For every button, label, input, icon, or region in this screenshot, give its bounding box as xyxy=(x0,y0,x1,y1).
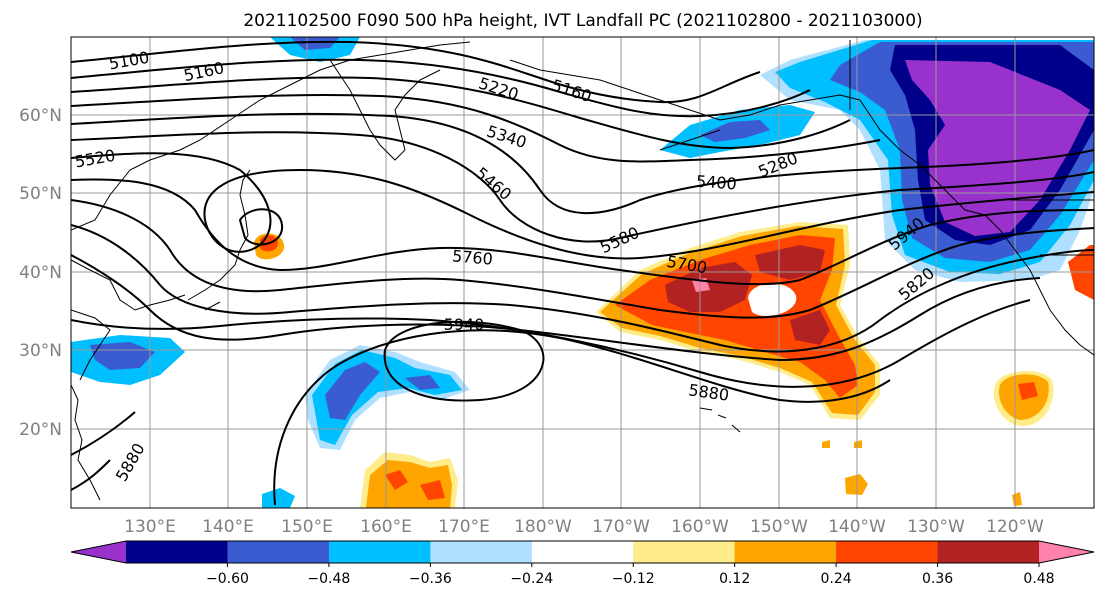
pos-ivt-south-160e-core xyxy=(385,470,445,500)
colorbar-box xyxy=(227,541,330,563)
neg-ivt-north-core xyxy=(290,37,340,50)
coastlines xyxy=(71,40,1094,501)
hawaii-islands xyxy=(699,407,741,433)
colorbar-tick-label: 0.12 xyxy=(719,571,750,587)
colorbar-tick-label: 0.48 xyxy=(1023,571,1054,587)
colorbar-tick-label: −0.36 xyxy=(409,571,452,587)
lat-label-50n: 50°N xyxy=(19,184,62,204)
lat-label-30n: 30°N xyxy=(19,341,62,361)
neg-ivt-okinawa-core xyxy=(90,342,155,370)
colorbar-box xyxy=(328,541,431,563)
colorbar-box xyxy=(531,541,634,563)
kamchatka-coast xyxy=(329,59,441,161)
colorbar-tick-label: −0.48 xyxy=(307,571,350,587)
latitude-labels: 60°N 50°N 40°N 30°N 20°N xyxy=(19,106,62,440)
korea-china-coast xyxy=(71,259,186,381)
map-title: 2021102500 F090 500 hPa height, IVT Land… xyxy=(243,11,922,31)
neg-ivt-small-south xyxy=(262,488,295,508)
lon-label-160w: 160°W xyxy=(671,517,729,537)
map-panel: 5100 5160 5220 5160 5340 5520 5460 5400 … xyxy=(70,36,1095,509)
lat-label-20n: 20°N xyxy=(19,420,62,440)
colorbar-extend-low xyxy=(71,541,126,563)
colorbar-extend-high xyxy=(1039,541,1094,563)
map-frame xyxy=(70,36,1095,509)
lon-label-180w: 180°W xyxy=(514,517,572,537)
colorbar-box xyxy=(126,541,228,563)
lon-label-170w: 170°W xyxy=(592,517,650,537)
colorbar-tick-label: −0.24 xyxy=(510,571,553,587)
colorbar-box xyxy=(937,541,1040,563)
alaska-coast xyxy=(509,59,861,151)
neg-ivt-subtropical-core xyxy=(325,362,440,420)
colorbar-box xyxy=(633,541,736,563)
colorbar-tick-label: 0.36 xyxy=(922,571,953,587)
height-contours xyxy=(71,40,1094,506)
pos-ivt-southeast-core xyxy=(1018,382,1038,400)
na-west-coast xyxy=(859,99,1094,356)
colorbar-box xyxy=(836,541,939,563)
lon-label-140w: 140°W xyxy=(828,517,886,537)
longitude-labels: 130°E 140°E 150°E 160°E 170°E 180°W 170°… xyxy=(124,517,1044,537)
lon-label-120w: 120°W xyxy=(986,517,1044,537)
lon-label-160e: 160°E xyxy=(360,517,412,537)
colorbar-box xyxy=(430,541,533,563)
philippines-coast xyxy=(71,384,101,501)
lon-label-140e: 140°E xyxy=(202,517,254,537)
lat-label-60n: 60°N xyxy=(19,106,62,126)
colorbar-tick-label: 0.24 xyxy=(821,571,852,587)
asia-coast xyxy=(71,41,471,231)
neg-ivt-gulf-alaska-core xyxy=(700,120,770,142)
colorbar-outline xyxy=(70,540,1095,564)
lon-label-170e: 170°E xyxy=(438,517,490,537)
lat-label-40n: 40°N xyxy=(19,263,62,283)
colorbar-tick-label: −0.12 xyxy=(612,571,655,587)
contour-label-5760: 5760 xyxy=(451,246,493,268)
lon-label-150e: 150°E xyxy=(281,517,333,537)
colorbar-tick-label: −0.60 xyxy=(206,571,249,587)
neg-ivt-west-coast-core xyxy=(905,60,1090,236)
pos-ivt-hole xyxy=(748,283,797,317)
colorbar-box xyxy=(734,541,837,563)
pos-ivt-main-dark xyxy=(665,245,830,345)
contour-label-5400: 5400 xyxy=(695,172,737,194)
lon-label-130w: 130°W xyxy=(907,517,965,537)
contour-label-5940-center: 5940 xyxy=(444,315,485,334)
lon-label-130e: 130°E xyxy=(124,517,176,537)
lon-label-150w: 150°W xyxy=(750,517,808,537)
colorbar: −0.60 −0.48 −0.36 −0.24 −0.12 0.12 0.24 0.36 0.4… xyxy=(70,540,1095,587)
